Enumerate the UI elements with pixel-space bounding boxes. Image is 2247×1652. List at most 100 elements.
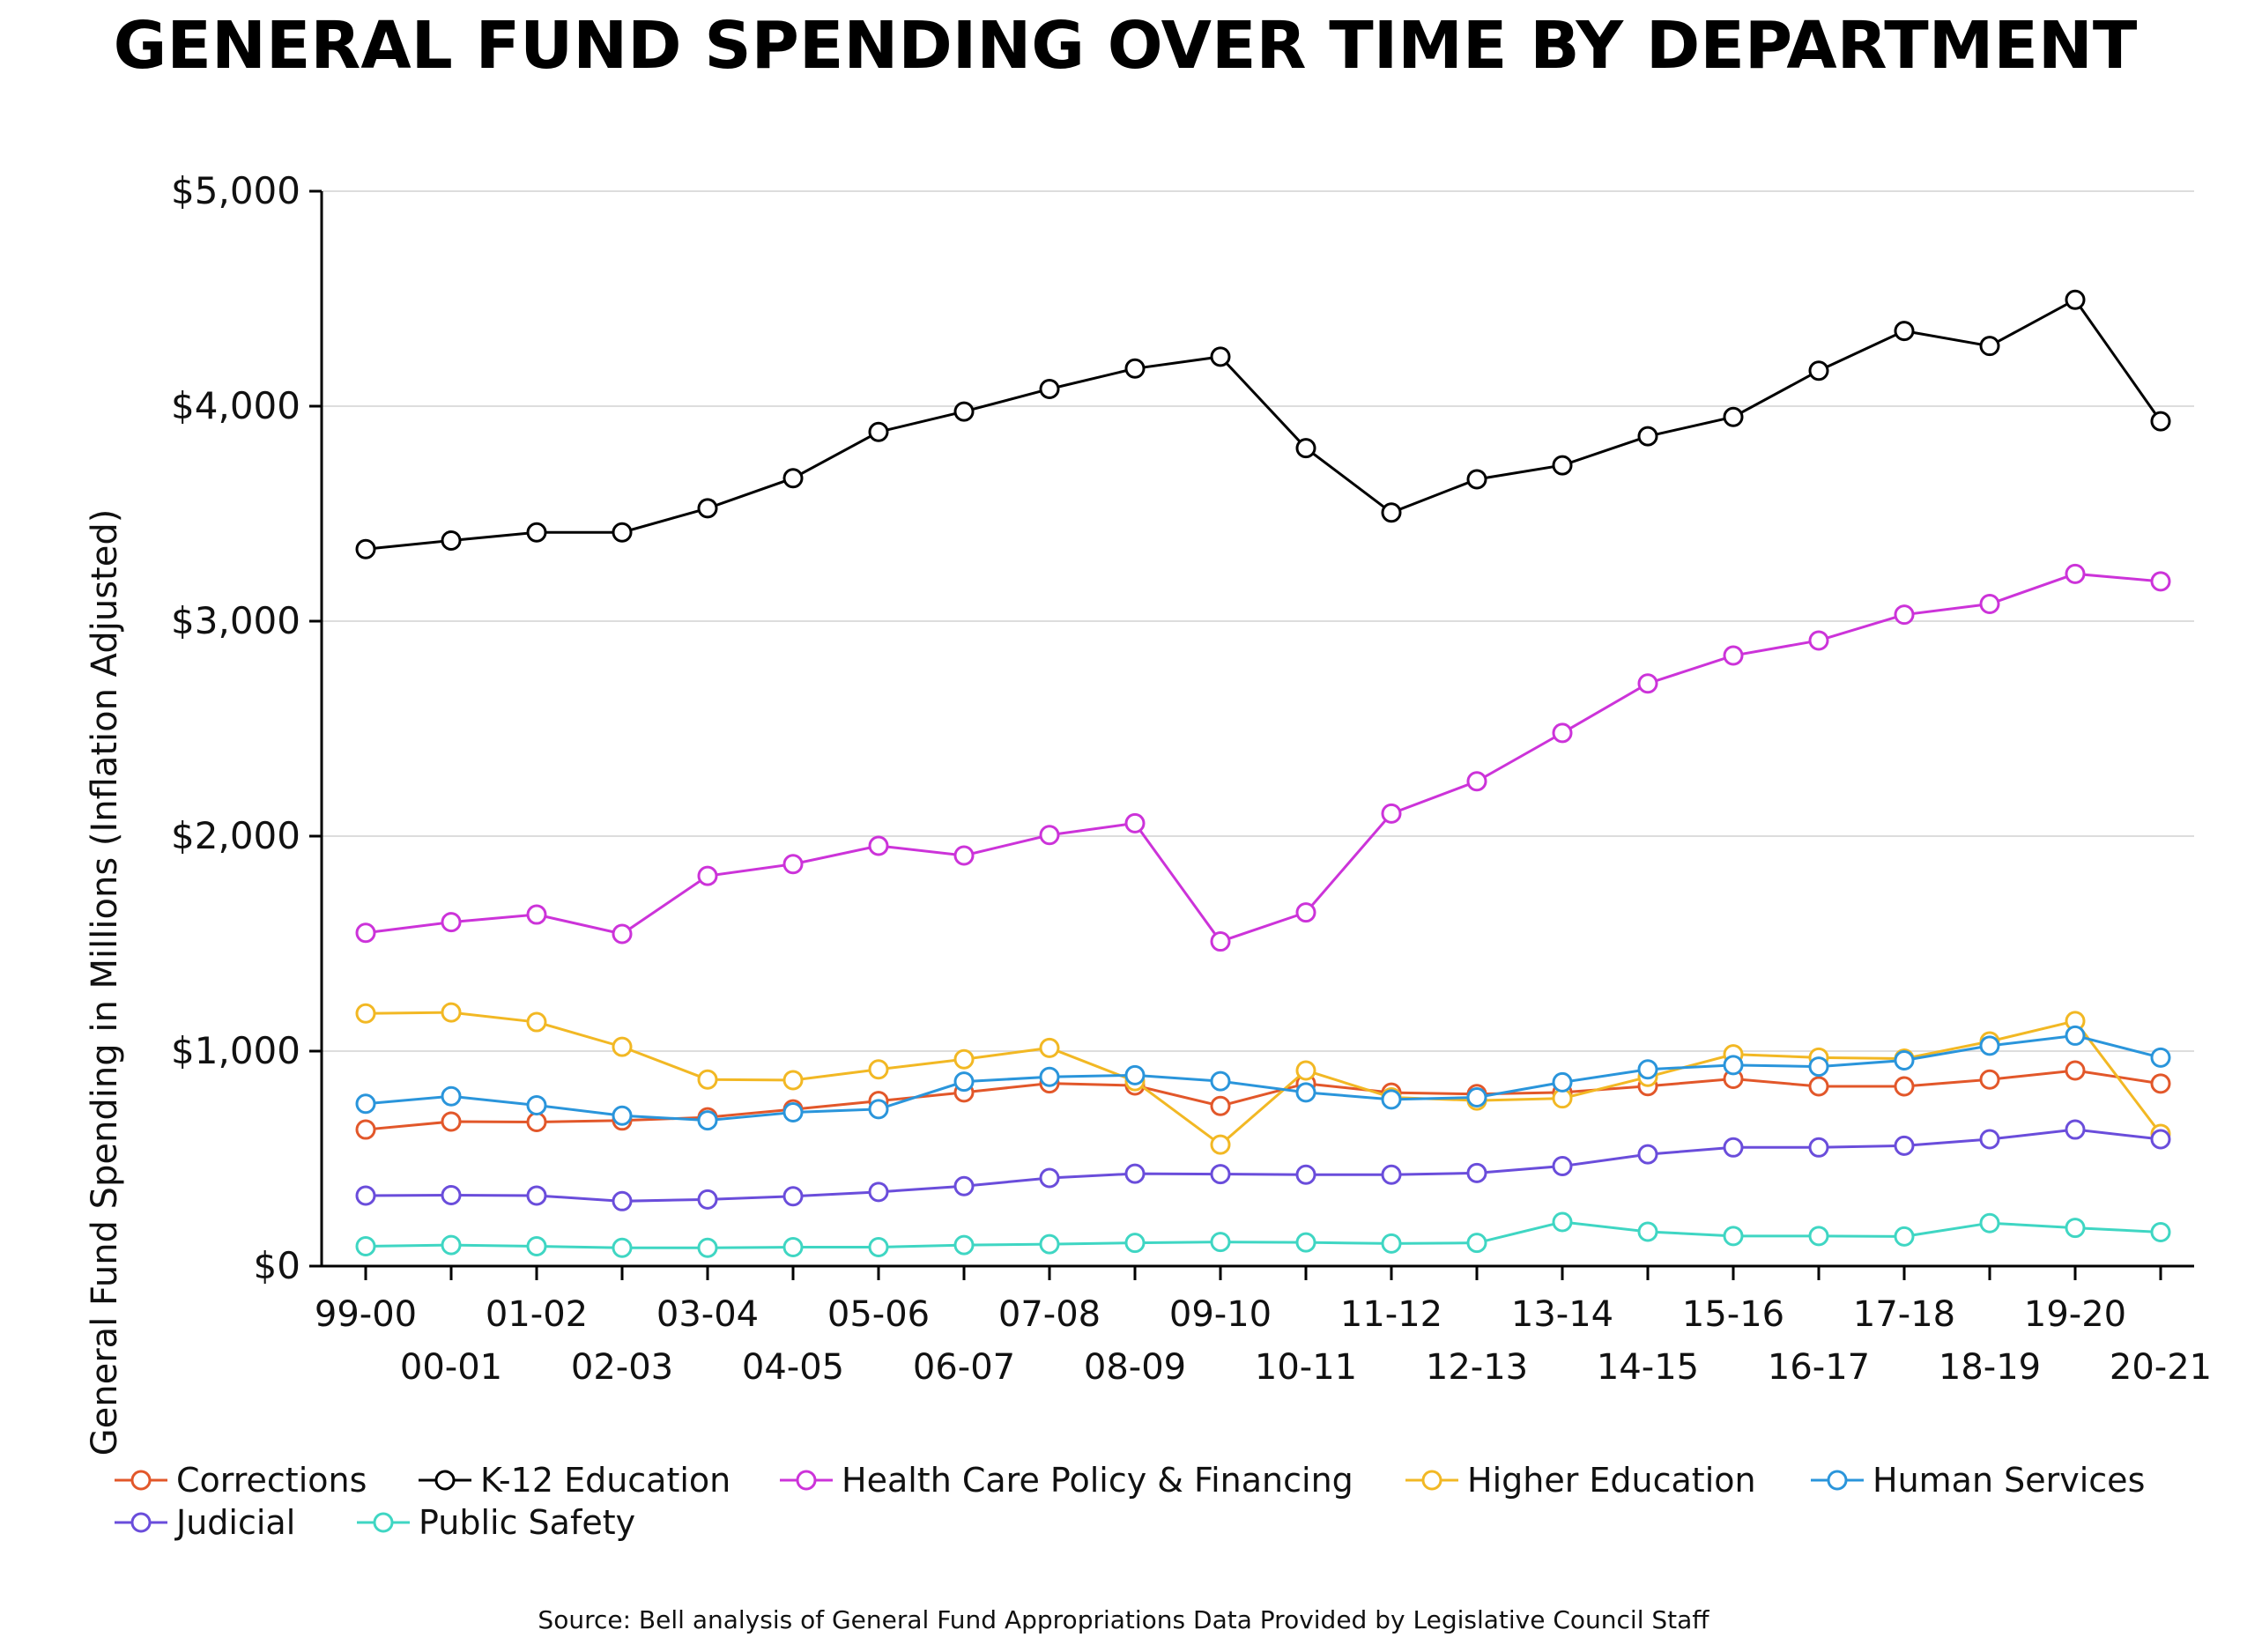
x-tick-label: 19-20 (2024, 1294, 2126, 1335)
data-point (2065, 289, 2086, 310)
series-line (365, 1033, 2162, 1122)
data-point (355, 1119, 376, 1140)
data-point (697, 1237, 718, 1258)
data-point (355, 1236, 376, 1257)
data-point (1808, 360, 1829, 382)
data-point (697, 865, 718, 886)
data-point (2150, 571, 2171, 592)
legend-swatch-marker (1827, 1470, 1848, 1491)
data-point (953, 845, 975, 866)
series-group (355, 289, 2171, 1258)
data-point (612, 1105, 633, 1126)
data-point (1381, 1164, 1402, 1185)
data-point (1552, 455, 1573, 476)
data-point (1466, 1233, 1487, 1254)
x-tick-label: 09-10 (1169, 1294, 1272, 1335)
series-line (365, 1069, 2162, 1131)
x-tick-label: 12-13 (1426, 1347, 1528, 1388)
series-line (365, 1011, 2162, 1147)
legend-item: Corrections (115, 1461, 367, 1500)
data-point (1552, 1211, 1573, 1233)
data-point (2065, 1218, 2086, 1239)
data-point (2065, 1025, 2086, 1046)
legend-label: Judicial (174, 1503, 295, 1542)
data-point (953, 1234, 975, 1256)
data-point (526, 1112, 547, 1133)
data-point (441, 1234, 462, 1256)
data-point (868, 1059, 889, 1080)
x-tick-label: 04-05 (742, 1347, 844, 1388)
legend-item: Judicial (115, 1503, 295, 1542)
data-point (1979, 1069, 2000, 1090)
legend-swatch-marker (130, 1470, 152, 1491)
x-tick-label: 14-15 (1597, 1347, 1699, 1388)
x-tick-label: 03-04 (656, 1294, 759, 1335)
data-point (782, 468, 804, 489)
legend: Corrections K-12 Education Health Care Pol… (115, 1461, 2145, 1542)
x-tick-label: 15-16 (1682, 1294, 1784, 1335)
data-point (1894, 321, 1915, 342)
data-point (1808, 1226, 1829, 1247)
data-point (1210, 1232, 1231, 1253)
data-point (1210, 1095, 1231, 1116)
legend-swatch-marker (796, 1470, 817, 1491)
data-point (1381, 1089, 1402, 1110)
data-point (1124, 1163, 1146, 1184)
legend-swatch-marker (1421, 1470, 1442, 1491)
data-point (1723, 406, 1744, 427)
data-point (441, 530, 462, 551)
data-point (526, 1236, 547, 1257)
series-line (365, 1128, 2162, 1203)
data-point (441, 1085, 462, 1107)
data-point (1808, 1076, 1829, 1097)
data-point (1210, 346, 1231, 367)
x-tick-label: 06-07 (913, 1347, 1015, 1388)
data-point (868, 1099, 889, 1120)
data-point (355, 922, 376, 944)
data-point (1894, 1076, 1915, 1097)
data-point (2065, 1119, 2086, 1140)
legend-swatch-marker (373, 1512, 394, 1533)
data-point (1295, 1232, 1316, 1253)
data-point (782, 1102, 804, 1123)
x-tick-label: 99-00 (315, 1294, 417, 1335)
legend-label: Health Care Policy & Financing (842, 1461, 1353, 1500)
data-point (612, 522, 633, 543)
chart-title: GENERAL FUND SPENDING OVER TIME BY DEPAR… (114, 8, 2138, 84)
legend-label: Corrections (176, 1461, 367, 1500)
data-point (1210, 931, 1231, 952)
y-axis-ticks: $0 $1,000 $2,000 $3,000 $4,000 $5,000 (171, 169, 322, 1287)
y-tick-label: $0 (254, 1244, 300, 1287)
data-point (1808, 630, 1829, 651)
data-point (1466, 771, 1487, 792)
data-point (1124, 1064, 1146, 1085)
y-tick-label: $5,000 (171, 169, 300, 212)
data-point (1979, 593, 2000, 614)
legend-item: Higher Education (1405, 1461, 1756, 1500)
legend-item: K-12 Education (419, 1461, 730, 1500)
data-point (1808, 1056, 1829, 1078)
data-point (1894, 604, 1915, 626)
x-axis-ticks: 99-00 00-01 01-02 02-03 03-04 04-05 05-06 06-07… (315, 1266, 2212, 1388)
x-tick-label: 05-06 (827, 1294, 930, 1335)
data-point (1466, 469, 1487, 490)
data-point (526, 522, 547, 543)
data-point (953, 401, 975, 422)
data-point (2150, 1047, 2171, 1068)
data-point (612, 1237, 633, 1258)
data-point (1039, 825, 1060, 846)
data-point (1381, 803, 1402, 824)
data-point (782, 1237, 804, 1258)
data-point (1381, 1233, 1402, 1254)
x-tick-label: 02-03 (571, 1347, 673, 1388)
data-point (1894, 1135, 1915, 1156)
data-point (782, 1186, 804, 1207)
data-point (612, 923, 633, 945)
data-point (1466, 1162, 1487, 1183)
data-point (1552, 722, 1573, 744)
data-point (526, 1185, 547, 1206)
x-tick-label: 20-21 (2110, 1347, 2212, 1388)
data-point (1295, 1082, 1316, 1103)
data-point (2065, 563, 2086, 584)
data-point (1039, 378, 1060, 399)
